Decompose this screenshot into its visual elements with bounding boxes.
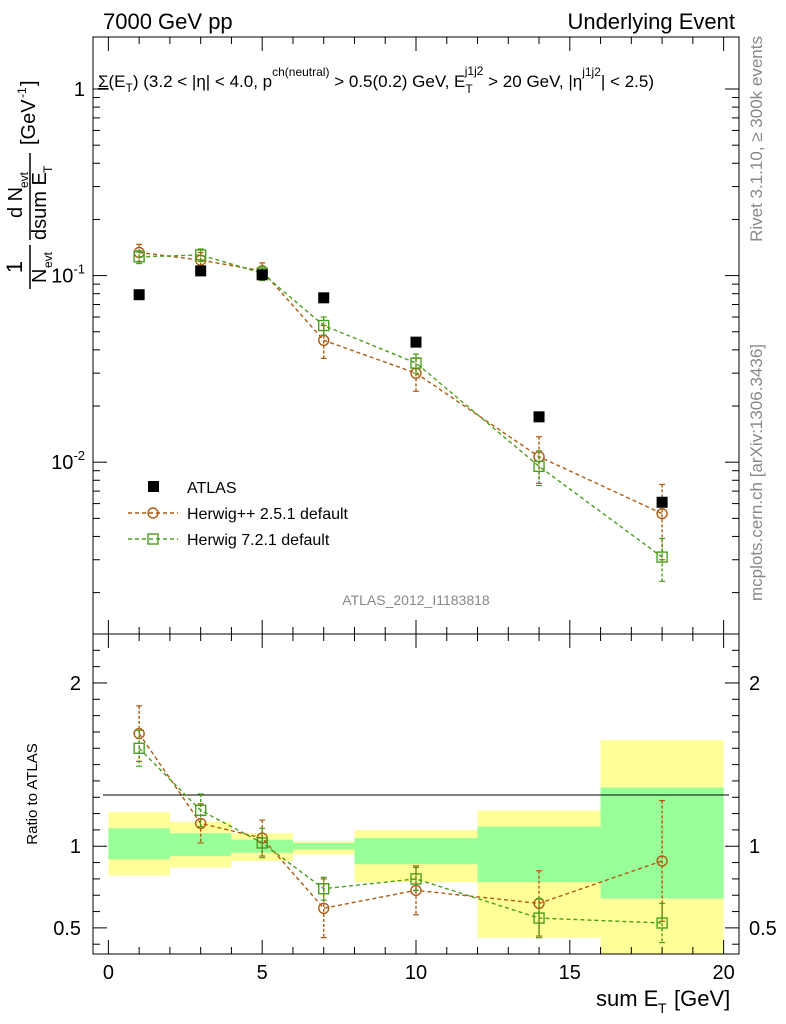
main-atlas-point <box>133 289 145 301</box>
ratio-panel: 0 5 10 15 20 0.5 0.5 1 1 2 2 Ratio to ATLAS sum E … <box>24 633 777 1016</box>
header-right: Underlying Event <box>567 9 735 34</box>
legend-entry-atlas: ATLAS <box>148 480 237 497</box>
svg-text:evt: evt <box>41 251 55 268</box>
header-left: 7000 GeV pp <box>103 9 233 34</box>
legend-entry-herwigpp: Herwig++ 2.5.1 default <box>128 506 349 523</box>
analysis-id: ATLAS_2012_I1183818 <box>342 592 490 608</box>
svg-text:N: N <box>29 269 51 283</box>
main-ytick-label: 1 <box>74 79 85 101</box>
main-herwig7-point <box>656 551 668 563</box>
svg-text:evt: evt <box>17 171 31 188</box>
main-ylabel: 1 N evt d N evt dsum E T [GeV -1 ] <box>2 80 55 289</box>
main-ytick-label: 10-1 <box>51 262 85 288</box>
legend-label-herwig7: Herwig 7.2.1 default <box>187 532 330 549</box>
svg-text:]: ] <box>18 80 40 86</box>
main-herwig7-point <box>318 319 330 332</box>
main-atlas-point <box>195 265 207 277</box>
svg-text:-1: -1 <box>15 87 29 98</box>
source-label: mcplots.cern.ch [arXiv:1306.3436] <box>747 344 766 601</box>
svg-text:1: 1 <box>2 261 27 273</box>
main-herwigpp-line <box>139 251 663 515</box>
svg-text:d N: d N <box>5 187 27 218</box>
main-atlas-point <box>256 269 268 281</box>
main-herwig7-point <box>194 249 207 261</box>
ratio-herwig7-point <box>656 917 668 929</box>
ratio-herwig7-point <box>194 804 207 817</box>
ratio-herwig7-point <box>318 882 330 895</box>
main-herwigpp-point <box>656 507 668 520</box>
ratio-band-inner <box>477 826 601 883</box>
ratio-ytick-label-right: 2 <box>749 673 760 695</box>
ratio-herwigpp-point <box>656 855 668 867</box>
ratio-herwig7-point <box>410 873 422 885</box>
svg-text:[GeV: [GeV <box>18 99 40 145</box>
legend-entry-herwig7: Herwig 7.2.1 default <box>128 532 330 549</box>
main-title: Σ(ET) (3.2 < |η| < 4.0, pch(neutral) > 0… <box>98 64 654 96</box>
ratio-xtick-label: 20 <box>712 962 734 984</box>
ratio-ticks: 0 5 10 15 20 0.5 0.5 1 1 2 2 <box>53 634 777 984</box>
svg-text:sum E: sum E <box>596 986 658 1011</box>
legend-label-herwigpp: Herwig++ 2.5.1 default <box>187 506 349 523</box>
ratio-ytick-label-right: 0.5 <box>749 918 777 940</box>
ratio-band-inner <box>354 838 478 865</box>
ratio-herwigpp-point <box>194 817 207 830</box>
main-ticks: 1 10-1 10-2 <box>51 37 739 634</box>
legend-label-atlas: ATLAS <box>187 480 237 497</box>
main-panel: 1 10-1 10-2 Σ(ET) (3.2 < |η| < 4.0, pch(ne… <box>2 36 740 635</box>
main-atlas-point <box>410 336 422 348</box>
ratio-ylabel: Ratio to ATLAS <box>24 743 41 844</box>
main-herwig7-point <box>533 460 545 473</box>
svg-text:T: T <box>658 1000 667 1016</box>
svg-text:dsum E: dsum E <box>29 172 51 240</box>
ratio-xtick-label: 15 <box>559 962 581 984</box>
ratio-herwig7-point <box>533 912 545 924</box>
ratio-herwigpp-point <box>133 727 145 740</box>
main-atlas-point <box>318 292 330 304</box>
ratio-band-inner <box>169 833 232 857</box>
ratio-xtick-label: 10 <box>405 962 427 984</box>
main-markers <box>133 243 668 582</box>
ratio-ytick-label: 1 <box>70 836 81 858</box>
ratio-herwig7-point <box>256 837 268 849</box>
svg-text:T: T <box>41 165 55 173</box>
ratio-ytick-label-right: 1 <box>749 836 760 858</box>
ratio-herwigpp-point <box>318 902 330 914</box>
ratio-ytick-label: 0.5 <box>53 918 81 940</box>
ratio-band-inner <box>108 828 170 860</box>
main-herwig7-point <box>410 357 422 369</box>
ratio-xtick-label: 5 <box>257 962 268 984</box>
main-herwig7-point <box>133 251 145 263</box>
main-atlas-point <box>656 496 668 508</box>
main-ytick-label: 10-2 <box>51 448 85 474</box>
rivet-label: Rivet 3.1.10, ≥ 300k events <box>747 36 766 242</box>
x-axis-label: sum E T [GeV] <box>596 986 730 1016</box>
ratio-xtick-label: 0 <box>103 962 114 984</box>
ratio-ytick-label: 2 <box>70 673 81 695</box>
ratio-markers <box>133 705 668 944</box>
legend: ATLAS Herwig++ 2.5.1 default Herwig 7.2.… <box>128 480 349 549</box>
main-herwigpp-point <box>318 334 330 347</box>
ratio-bands <box>108 740 724 954</box>
ratio-herwig7-point <box>133 742 145 754</box>
main-herwig7-line <box>139 254 663 558</box>
main-atlas-point <box>533 411 545 423</box>
ratio-band-inner <box>292 842 355 850</box>
svg-text:[GeV]: [GeV] <box>674 986 730 1011</box>
